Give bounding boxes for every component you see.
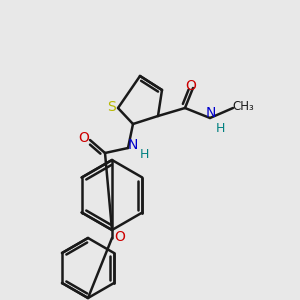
Text: H: H [139,148,149,161]
Text: H: H [215,122,225,136]
Text: O: O [79,131,89,145]
Text: N: N [128,138,138,152]
Text: O: O [186,79,196,93]
Text: N: N [206,106,216,120]
Text: CH₃: CH₃ [232,100,254,112]
Text: S: S [108,100,116,114]
Text: O: O [115,230,125,244]
